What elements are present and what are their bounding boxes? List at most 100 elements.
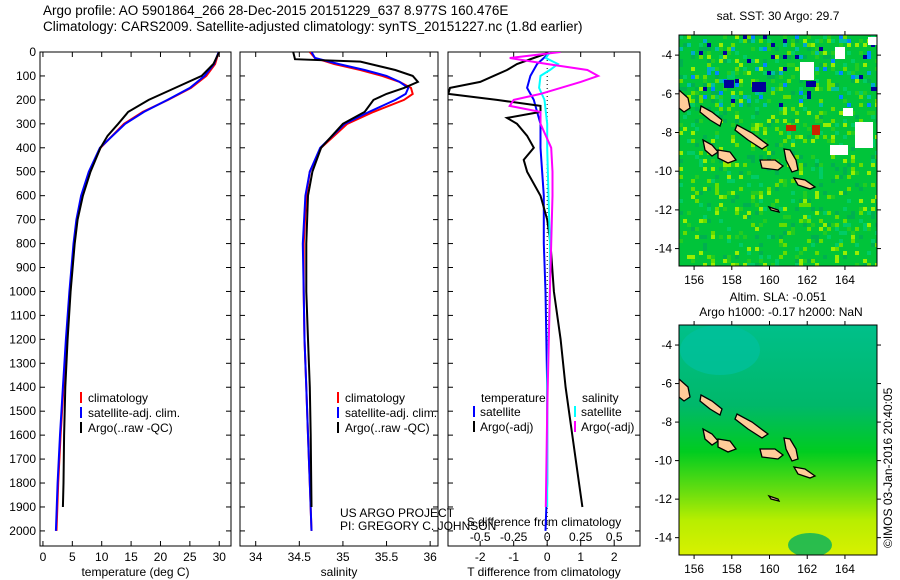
sst-pixel — [867, 95, 871, 99]
sst-pixel — [723, 255, 727, 259]
sst-pixel — [839, 243, 843, 247]
sst-pixel — [763, 139, 767, 143]
sst-pixel — [763, 71, 767, 75]
sst-pixel — [699, 43, 703, 47]
sst-pixel — [715, 111, 719, 115]
sst-pixel — [875, 243, 877, 247]
sst-pixel — [807, 35, 811, 39]
sst-pixel — [791, 231, 795, 235]
sst-pixel — [855, 43, 859, 47]
legend-label: Argo(..raw -QC) — [345, 421, 430, 435]
series-argo-raw-qc- — [61, 52, 221, 508]
sst-pixel — [859, 199, 863, 203]
sst-pixel — [843, 223, 847, 227]
x-tick-label: -1 — [508, 550, 519, 564]
sst-pixel — [803, 139, 807, 143]
sst-pixel — [703, 247, 707, 251]
sst-pixel — [823, 255, 827, 259]
sst-pixel — [875, 223, 877, 227]
sst-pixel — [851, 79, 855, 83]
sst-pixel — [795, 207, 799, 211]
sst-pixel — [843, 255, 847, 259]
sst-pixel — [815, 135, 819, 139]
sst-pixel — [747, 215, 751, 219]
sst-pixel — [707, 179, 711, 183]
sst-pixel — [763, 207, 767, 211]
island-landmass — [679, 378, 691, 402]
sst-pixel — [843, 191, 847, 195]
sst-pixel — [759, 211, 763, 215]
imos-timestamp: ©IMOS 03-Jan-2016 20:40:05 — [881, 387, 895, 548]
sst-pixel — [683, 231, 687, 235]
sst-pixel — [679, 199, 683, 203]
sst-pixel — [787, 51, 791, 55]
sst-pixel — [819, 131, 823, 135]
sst-pixel — [723, 55, 727, 59]
sst-pixel — [843, 207, 847, 211]
sst-pixel — [795, 259, 799, 263]
sst-pixel — [731, 47, 735, 51]
sst-pixel — [699, 159, 703, 163]
legend-swatch — [473, 421, 475, 432]
sst-pixel — [767, 39, 771, 43]
sst-pixel — [703, 135, 707, 139]
sst-pixel — [791, 151, 795, 155]
x-tick-label: -2 — [475, 550, 486, 564]
sst-pixel — [747, 99, 751, 103]
sst-pixel — [695, 235, 699, 239]
sst-pixel — [831, 51, 835, 55]
temperature-series — [54, 52, 221, 531]
sst-pixel — [731, 135, 735, 139]
sla-map-title: Altim. SLA: -0.051 — [730, 290, 827, 304]
sst-pixel — [815, 239, 819, 243]
sst-pixel — [823, 55, 827, 59]
lon-tick-label: 164 — [835, 273, 855, 287]
x-tick-label: 10 — [95, 550, 109, 564]
sst-pixel — [859, 91, 863, 95]
legend-swatch — [80, 392, 82, 403]
x-tick-label: 0 — [40, 550, 47, 564]
x-tick-label: 1 — [577, 550, 584, 564]
sst-pixel — [791, 179, 795, 183]
sst-pixel — [755, 127, 759, 131]
sst-pixel — [767, 71, 771, 75]
sst-pixel — [795, 111, 799, 115]
sst-pixel — [867, 211, 871, 215]
sst-pixel — [695, 119, 699, 123]
sst-pixel — [823, 35, 827, 39]
depth-tick-label: 500 — [16, 165, 36, 179]
sst-pixel — [763, 35, 767, 39]
sst-pixel — [719, 91, 723, 95]
sst-pixel — [815, 83, 819, 87]
sst-pixel — [683, 75, 687, 79]
pi-credit: PI: GREGORY C. JOHNSON — [340, 519, 496, 533]
sst-pixel — [763, 219, 767, 223]
sst-pixel — [755, 235, 759, 239]
sst-pixel — [759, 259, 763, 263]
sst-pixel — [795, 47, 799, 51]
sst-pixel — [815, 251, 819, 255]
sst-map-frame — [678, 34, 878, 267]
sst-pixel — [779, 207, 783, 211]
sst-pixel — [831, 135, 835, 139]
sst-pixel — [679, 87, 683, 91]
sst-pixel — [847, 39, 851, 43]
sst-pixel — [799, 167, 803, 171]
sst-pixel — [851, 215, 855, 219]
sst-pixel — [815, 67, 819, 71]
legend-label: satellite — [581, 405, 622, 419]
sst-pixel — [779, 67, 783, 71]
sst-pixel — [707, 255, 711, 259]
sst-pixel — [819, 239, 823, 243]
sst-pixel — [739, 171, 743, 175]
sst-pixel — [699, 151, 703, 155]
island-landmass — [679, 89, 691, 113]
depth-tick-label: 700 — [16, 213, 36, 227]
sst-pixel — [803, 219, 807, 223]
sst-pixel — [875, 103, 877, 107]
sst-pixel — [735, 59, 739, 63]
sst-pixel — [695, 227, 699, 231]
sst-pixel — [835, 247, 839, 251]
sst-pixel — [867, 79, 871, 83]
sst-pixel — [803, 95, 807, 99]
